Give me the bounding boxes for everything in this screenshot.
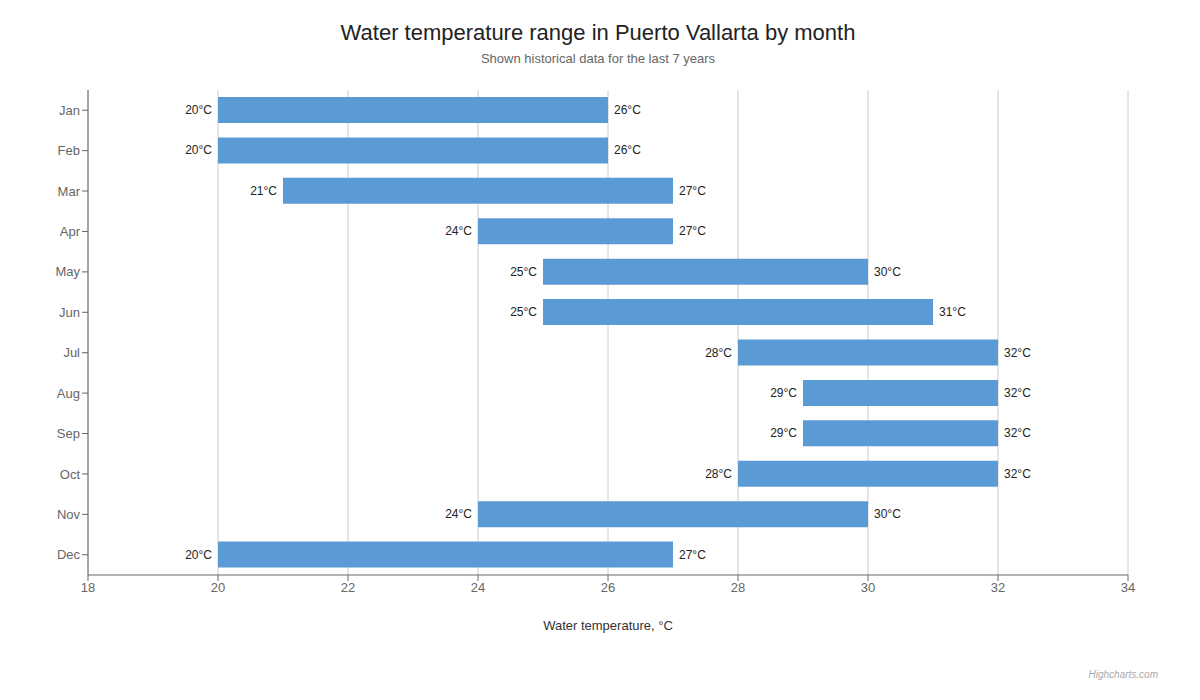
svg-text:Mar: Mar xyxy=(58,184,81,199)
svg-text:24: 24 xyxy=(471,580,485,595)
svg-text:20°C: 20°C xyxy=(185,548,212,562)
svg-text:28°C: 28°C xyxy=(705,467,732,481)
svg-text:32°C: 32°C xyxy=(1004,467,1031,481)
svg-text:27°C: 27°C xyxy=(679,184,706,198)
svg-text:18: 18 xyxy=(81,580,95,595)
svg-text:32°C: 32°C xyxy=(1004,386,1031,400)
svg-text:32: 32 xyxy=(991,580,1005,595)
svg-text:May: May xyxy=(55,264,80,279)
svg-text:Jun: Jun xyxy=(59,305,80,320)
svg-text:26°C: 26°C xyxy=(614,143,641,157)
svg-text:25°C: 25°C xyxy=(510,265,537,279)
svg-text:Sep: Sep xyxy=(57,426,80,441)
svg-text:Oct: Oct xyxy=(60,467,81,482)
svg-text:24°C: 24°C xyxy=(445,224,472,238)
svg-text:Water temperature, °C: Water temperature, °C xyxy=(543,618,673,633)
svg-text:28: 28 xyxy=(731,580,745,595)
svg-text:26°C: 26°C xyxy=(614,103,641,117)
svg-text:34: 34 xyxy=(1121,580,1135,595)
html-text:Water temperature range in Pue: Water temperature range in Puerto Vallar… xyxy=(340,20,856,45)
svg-text:Apr: Apr xyxy=(60,224,81,239)
svg-text:26: 26 xyxy=(601,580,615,595)
svg-text:21°C: 21°C xyxy=(250,184,277,198)
svg-text:28°C: 28°C xyxy=(705,346,732,360)
svg-text:27°C: 27°C xyxy=(679,548,706,562)
svg-text:22: 22 xyxy=(341,580,355,595)
html-text:Highcharts.com: Highcharts.com xyxy=(1088,669,1158,680)
svg-text:Feb: Feb xyxy=(58,143,80,158)
svg-text:30: 30 xyxy=(861,580,875,595)
svg-text:20: 20 xyxy=(211,580,225,595)
svg-text:25°C: 25°C xyxy=(510,305,537,319)
svg-text:24°C: 24°C xyxy=(445,507,472,521)
svg-text:29°C: 29°C xyxy=(770,386,797,400)
svg-text:Jul: Jul xyxy=(63,345,80,360)
svg-text:20°C: 20°C xyxy=(185,143,212,157)
svg-text:29°C: 29°C xyxy=(770,426,797,440)
svg-text:Nov: Nov xyxy=(57,507,81,522)
svg-text:Jan: Jan xyxy=(59,103,80,118)
html-text:Shown historical data for the: Shown historical data for the last 7 yea… xyxy=(480,51,716,66)
svg-text:32°C: 32°C xyxy=(1004,426,1031,440)
svg-text:Dec: Dec xyxy=(57,547,81,562)
svg-text:31°C: 31°C xyxy=(939,305,966,319)
svg-text:27°C: 27°C xyxy=(679,224,706,238)
svg-text:32°C: 32°C xyxy=(1004,346,1031,360)
svg-text:20°C: 20°C xyxy=(185,103,212,117)
svg-text:30°C: 30°C xyxy=(874,265,901,279)
svg-text:Aug: Aug xyxy=(57,386,80,401)
svg-text:30°C: 30°C xyxy=(874,507,901,521)
